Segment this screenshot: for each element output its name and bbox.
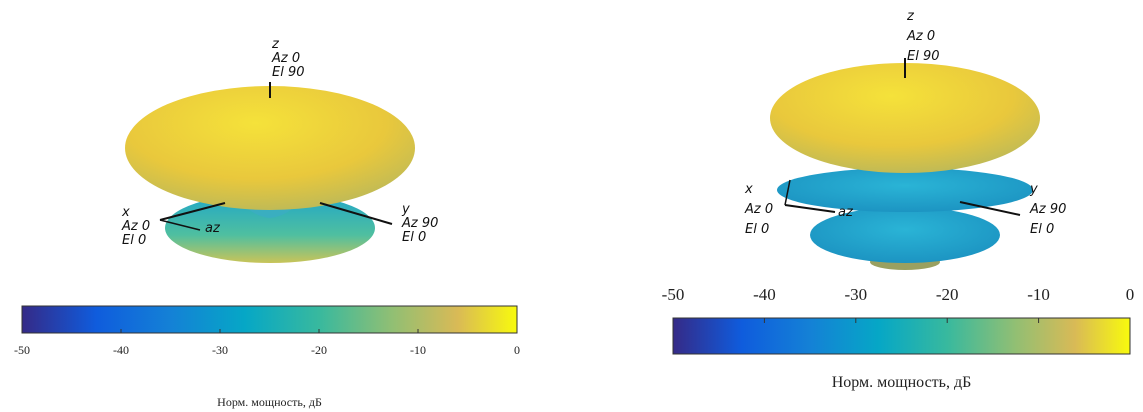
axis-label: El 90 [272,65,305,80]
axis-label: Az 0 [744,202,773,217]
axis-label: El 0 [122,233,146,248]
axis-label: y [401,202,410,217]
tick-label: 0 [1126,285,1135,304]
tick-label: -50 [14,343,30,357]
colorbar [672,317,1131,355]
axis-label: Az 0 [906,29,935,44]
axis-label: Az 0 [121,219,150,234]
pattern-left [125,82,415,263]
tick-label: -20 [936,285,959,304]
tick-label: -10 [1027,285,1050,304]
axis-label: x [744,182,753,197]
tick-label: -20 [311,343,327,357]
axis-label: El 0 [402,230,426,245]
axis-label: Az 90 [401,216,438,231]
colorbar [21,305,518,334]
axis-label: z [906,9,915,24]
pattern-right [770,58,1040,270]
tick-label: -40 [113,343,129,357]
tick-label: -10 [410,343,426,357]
colorbar-label: Норм. мощность, дБ [832,374,972,391]
axis-label: El 90 [907,49,940,64]
axis-label: El 0 [745,222,769,237]
axis-label: x [121,205,130,220]
axis-label: z [271,37,280,52]
direction-label: az [205,221,221,236]
tick-label: 0 [514,343,520,357]
axis-label: Az 90 [1029,202,1066,217]
colorbar-label: Норм. мощность, дБ [217,395,322,409]
axis-label: Az 0 [271,51,300,66]
axis-label: El 0 [1030,222,1054,237]
tick-label: -30 [844,285,867,304]
tick-label: -40 [753,285,776,304]
tick-label: -30 [212,343,228,357]
direction-label: az [838,205,854,220]
tick-label: -50 [662,285,685,304]
axis-label: y [1029,182,1038,197]
